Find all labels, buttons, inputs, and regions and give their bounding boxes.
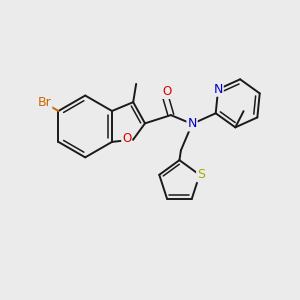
Text: O: O: [162, 85, 172, 98]
Text: O: O: [122, 133, 131, 146]
Text: N: N: [188, 117, 197, 130]
Text: Br: Br: [38, 96, 51, 110]
Text: S: S: [197, 168, 205, 181]
Text: N: N: [213, 83, 223, 96]
